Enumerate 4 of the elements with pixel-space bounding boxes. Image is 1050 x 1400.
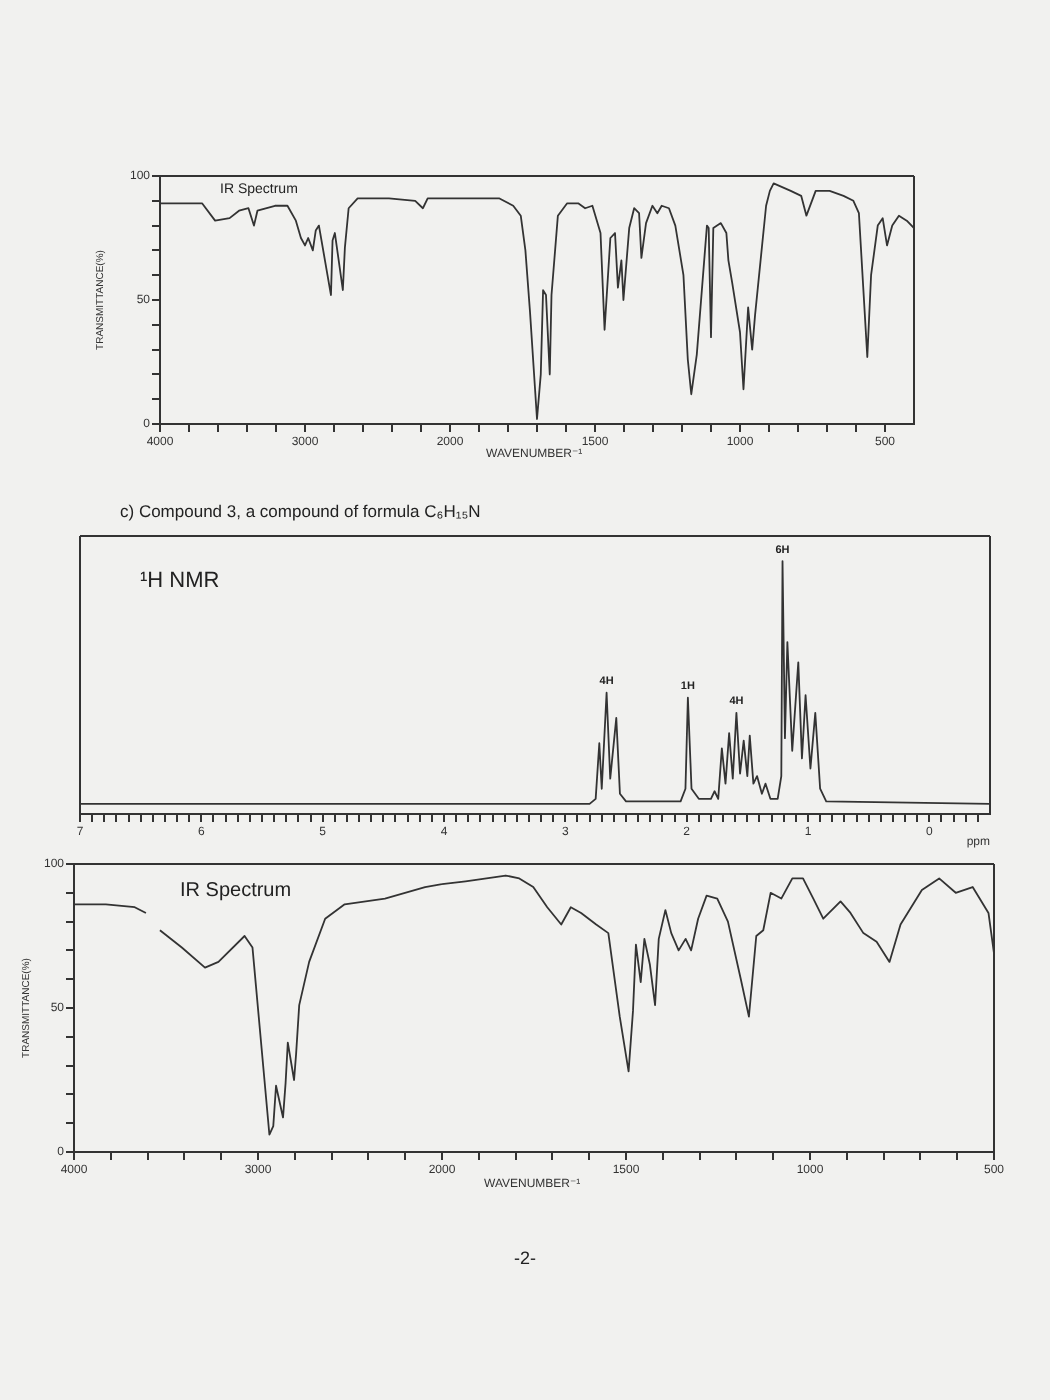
chart-subtitle: ¹H NMR	[140, 569, 220, 594]
chart-title: c) Compound 3, a compound of formula C₆H₁₅N	[120, 501, 481, 522]
text: -2-	[512, 1248, 538, 1268]
text: IR Spectrum	[180, 879, 292, 902]
